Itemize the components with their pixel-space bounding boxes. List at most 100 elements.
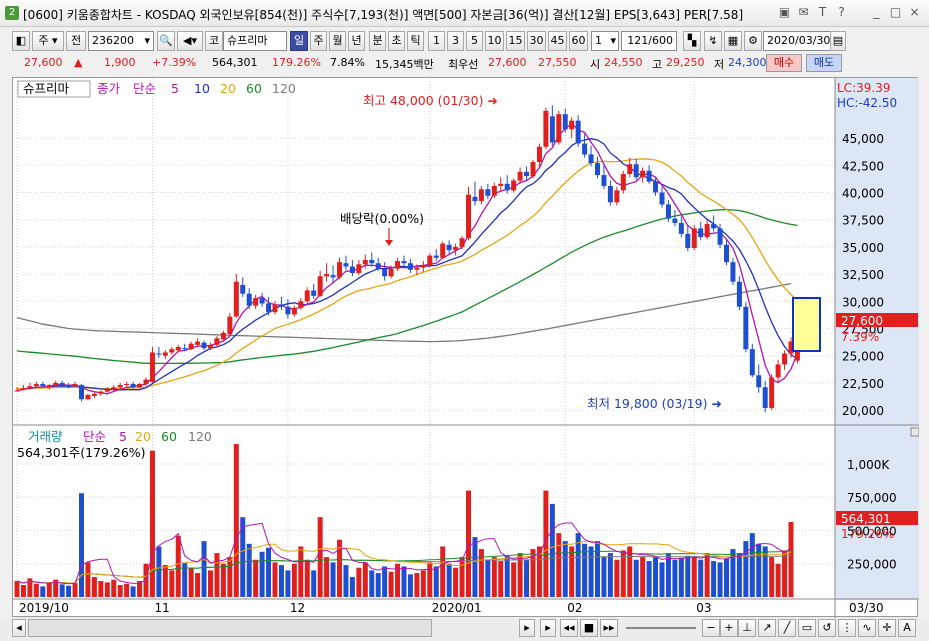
stock-chart-svg[interactable]: 20,00022,50025,00027,50030,00032,50035,0… — [13, 78, 919, 618]
horizontal-scrollbar[interactable] — [28, 619, 432, 637]
font-tool-icon[interactable]: A — [898, 619, 916, 637]
volume-bar — [124, 583, 130, 597]
minimize-button[interactable]: _ — [873, 5, 880, 19]
best-price-label: 최우선 — [448, 58, 479, 71]
indicator-icon[interactable]: ↯ — [704, 31, 722, 51]
interval-30-button[interactable]: 30 — [527, 31, 546, 51]
volume-bar — [266, 547, 272, 597]
rewind-icon[interactable]: ◂◂ — [560, 619, 578, 637]
volume-tick-label: 750,000 — [847, 491, 897, 505]
save-icon[interactable]: ▦ — [724, 31, 742, 51]
wave-tool-icon[interactable]: ∿ — [858, 619, 876, 637]
volume-bar — [369, 570, 375, 597]
candle-body — [595, 163, 600, 176]
scroll-left-icon[interactable]: ◂ — [12, 619, 26, 637]
candle-body — [240, 284, 246, 294]
count-field[interactable]: 121/600 — [621, 31, 677, 51]
volume-legend-simple: 단순 — [83, 429, 106, 444]
zoom-out-icon[interactable]: − — [702, 619, 720, 637]
candle-body — [504, 183, 510, 191]
fast-forward-icon[interactable]: ▸▸ — [600, 619, 618, 637]
selection-box[interactable] — [792, 297, 821, 352]
candle-body — [562, 114, 568, 130]
scroll-right-icon[interactable]: ▸ — [519, 619, 535, 637]
period-day-button[interactable]: 일 — [290, 31, 308, 51]
period-year-button[interactable]: 년 — [348, 31, 365, 51]
price-legend-stock: 슈프리마 — [23, 81, 70, 96]
gear-icon[interactable]: ⚙ — [744, 31, 762, 51]
interval-45-button[interactable]: 45 — [548, 31, 567, 51]
candle-body — [272, 304, 278, 313]
cycle-tool-icon[interactable]: ↺ — [818, 619, 836, 637]
period-week-button[interactable]: 주 — [310, 31, 327, 51]
zoom-slider[interactable] — [626, 627, 696, 629]
chart-layout-icon[interactable]: ◧ — [12, 31, 30, 51]
interval-select[interactable]: 1 ▾ — [591, 31, 619, 51]
volume-bar — [388, 571, 394, 597]
interval-5-button[interactable]: 5 — [466, 31, 483, 51]
close-button[interactable]: × — [909, 5, 920, 19]
calendar-icon[interactable]: ▤ — [830, 31, 846, 51]
volume-bar — [446, 563, 452, 597]
stock-name-field[interactable]: 슈프리마 — [223, 31, 287, 51]
candle-body — [498, 183, 504, 186]
volume-bar — [743, 541, 749, 597]
volume-bar — [485, 559, 491, 597]
candle-body — [466, 194, 471, 239]
period-dropdown[interactable]: 주 ▾ — [32, 31, 64, 51]
envelope-icon[interactable]: ✉ — [798, 5, 809, 19]
interval-1-button[interactable]: 1 — [428, 31, 445, 51]
interval-15-button[interactable]: 15 — [506, 31, 525, 51]
text-icon[interactable]: T — [818, 5, 827, 19]
candle-body — [536, 146, 542, 163]
interval-60-button[interactable]: 60 — [569, 31, 588, 51]
split-chart-icon[interactable]: ▚ — [683, 31, 701, 51]
buy-button[interactable]: 매수 — [766, 54, 802, 72]
volume-bar — [53, 579, 59, 597]
stop-icon[interactable]: ■ — [580, 619, 598, 637]
candle-body — [311, 290, 317, 296]
interval-10-button[interactable]: 10 — [485, 31, 504, 51]
ruler-icon[interactable]: ⊥ — [738, 619, 756, 637]
first-page-icon[interactable]: ▸ — [540, 619, 556, 637]
fibo-tool-icon[interactable]: ⋮ — [838, 619, 856, 637]
chart-area[interactable]: 20,000 22,500 25,000 27,500 30,000 32,500 35,0… — [12, 77, 919, 618]
zoom-in-icon[interactable]: + — [720, 619, 738, 637]
line-tool-icon[interactable]: ╱ — [778, 619, 796, 637]
prev-button[interactable]: 전 — [66, 31, 86, 51]
help-icon[interactable]: ? — [838, 5, 845, 19]
candle-body — [601, 175, 607, 186]
arrow-icon[interactable]: ↗ — [758, 619, 776, 637]
volume-bar — [724, 558, 729, 597]
maximize-button[interactable]: □ — [889, 5, 902, 19]
market-button[interactable]: 코 — [205, 31, 223, 51]
sell-button[interactable]: 매도 — [806, 54, 842, 72]
candle-body — [517, 171, 523, 181]
volume-ma5-line — [16, 522, 792, 585]
stock-code-input[interactable]: 236200 ▾ — [88, 31, 154, 51]
volume-bar — [633, 559, 639, 597]
volume-bar — [330, 562, 336, 597]
volume-tick-label: 1,000K — [847, 458, 890, 472]
mail-icon[interactable]: ▣ — [778, 5, 791, 19]
period-month-button[interactable]: 월 — [329, 31, 346, 51]
sound-icon[interactable]: ◀▾ — [177, 31, 203, 51]
period-minute-button[interactable]: 분 — [369, 31, 386, 51]
candle-body — [143, 379, 149, 385]
search-icon[interactable]: 🔍 — [157, 31, 175, 51]
crosshair-icon[interactable]: ✛ — [878, 619, 896, 637]
candle-body — [543, 110, 549, 147]
panel-scroll-icon[interactable] — [910, 427, 919, 437]
candle-body — [59, 382, 65, 386]
candle-body — [201, 342, 207, 349]
rectangle-tool-icon[interactable]: ▭ — [798, 619, 816, 637]
volume-bar — [665, 553, 671, 597]
volume-bar — [504, 555, 510, 597]
current-price-tag — [836, 313, 918, 327]
date-field[interactable]: 2020/03/30 — [763, 31, 831, 51]
volume-bar — [188, 567, 194, 597]
period-second-button[interactable]: 초 — [388, 31, 405, 51]
interval-3-button[interactable]: 3 — [447, 31, 464, 51]
volume-bar — [79, 493, 84, 597]
period-tick-button[interactable]: 틱 — [407, 31, 424, 51]
